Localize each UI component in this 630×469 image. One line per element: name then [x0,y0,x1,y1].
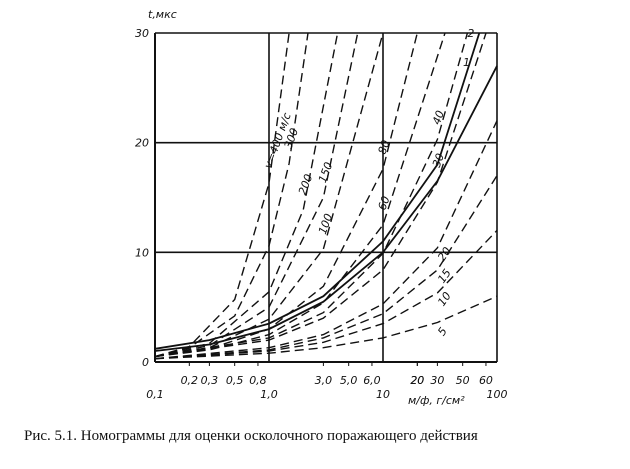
series-line [154,32,481,350]
x-tick-label: 0,1 [146,388,164,401]
series-line [154,32,487,358]
x-tick-label: 10 [376,388,390,401]
x-tick-label: 50 [456,374,470,387]
series-line [154,175,498,360]
curve-label: 5 [435,325,450,338]
series-line [154,32,418,358]
x-tick-label: 100 [487,388,508,401]
series-line [154,229,498,360]
x-axis-label: м/ф, г/см² [408,394,465,407]
curve-label: 15 [435,267,454,286]
y-tick-label: 30 [135,27,149,40]
series-line [154,32,446,358]
x-tick-label: 0,5 [226,374,244,387]
x-tick-label: 30 [430,374,444,387]
curve-label: 80 [376,138,393,156]
curve-label: 150 [316,160,335,184]
series-line [154,65,498,352]
curve-label: 200 [296,172,315,196]
x-tick-label: 20 [410,374,424,387]
x-tick-label: 3,0 [315,374,333,387]
x-tick-label: 1,0 [260,388,278,401]
y-tick-label: 10 [135,246,149,259]
curve-label: 2 [467,27,474,40]
x-tick-label: 60 [479,374,493,387]
curve-label: 40 [430,109,447,127]
curve-label: 100 [316,212,335,236]
x-tick-label: 20 [410,374,424,387]
series-line [154,295,498,360]
y-tick-label: 20 [135,137,149,150]
series-line [154,120,498,360]
y-tick-label: 0 [142,356,149,369]
curve-label: 1 [463,56,470,69]
x-tick-label: 0,3 [201,374,219,387]
series-line [154,32,339,358]
series-line [154,32,309,358]
caption: Рис. 5.1. Номограммы для оценки осколочн… [24,428,478,444]
series-line [154,32,290,358]
y-axis-label: t,мкс [148,8,177,21]
x-tick-label: 6,0 [363,374,381,387]
series-line [154,32,469,358]
curve-label: 60 [376,194,393,212]
series-line [154,32,359,358]
x-tick-label: 0,2 [181,374,199,387]
x-tick-label: 0,8 [249,374,267,387]
x-tick-label: 5,0 [340,374,358,387]
